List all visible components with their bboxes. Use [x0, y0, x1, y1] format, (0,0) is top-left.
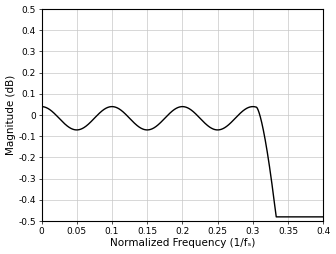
X-axis label: Normalized Frequency (1/fₛ): Normalized Frequency (1/fₛ): [110, 239, 255, 248]
Y-axis label: Magnitude (dB): Magnitude (dB): [6, 75, 15, 155]
